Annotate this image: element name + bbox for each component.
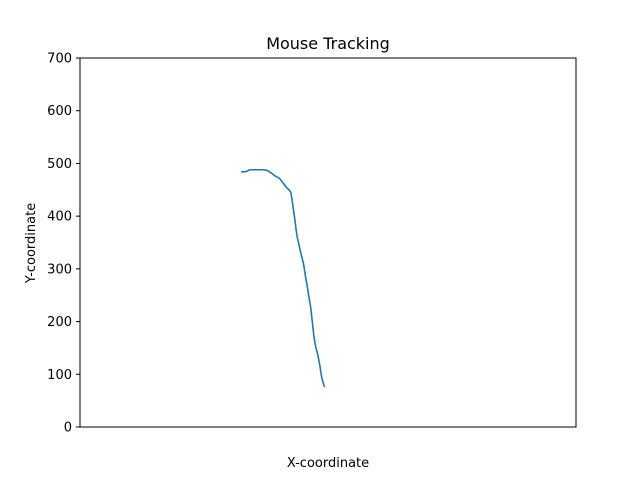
y-tick-label: 400 — [47, 210, 72, 225]
plot-area-frame — [79, 57, 577, 428]
y-tick-label: 300 — [47, 262, 72, 277]
series-layer — [241, 168, 326, 388]
y-tick-label: 500 — [47, 157, 72, 172]
y-axis-ticks: 0 100 200 300 400 500 600 700 — [47, 52, 80, 436]
y-tick-label: 600 — [47, 104, 72, 119]
y-tick-label: 100 — [47, 368, 72, 383]
y-tick-label: 0 — [64, 421, 72, 436]
y-tick-label: 700 — [47, 52, 72, 67]
y-axis-label: Y-coordinate — [24, 203, 39, 284]
chart-title: Mouse Tracking — [266, 34, 390, 53]
x-axis-label: X-coordinate — [287, 456, 369, 471]
series-line-mouse-path — [241, 168, 326, 388]
y-tick-label: 200 — [47, 315, 72, 330]
